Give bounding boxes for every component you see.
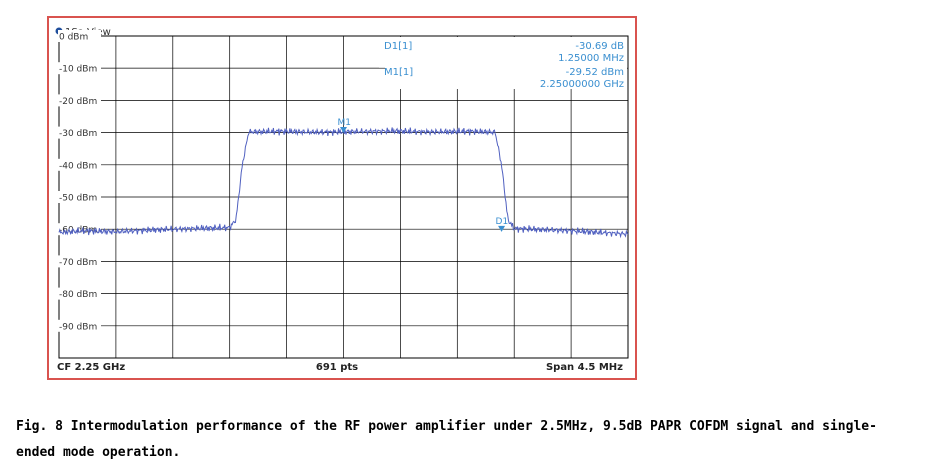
marker-d1-triangle (498, 225, 506, 232)
footer-center-frequency: CF 2.25 GHz (57, 362, 125, 373)
y-tick-label-background (58, 62, 101, 75)
y-tick-label: -20 dBm (59, 97, 97, 107)
analyzer-window: 1Sa View 0 dBm-10 dBm-20 dBm-30 dBm-40 d… (47, 16, 637, 380)
y-tick-label: -10 dBm (59, 65, 97, 75)
y-tick-label: 0 dBm (59, 33, 88, 43)
marker-m1-label: M1 (338, 118, 352, 128)
y-axis-labels: 0 dBm -10 dBm -20 dBm -30 dBm -40 dBm -50 dBm… (58, 30, 101, 332)
marker-table-background (379, 37, 627, 89)
marker-layer: M1 D1 (338, 118, 509, 232)
marker-m1-name: M1[1] (384, 67, 413, 78)
marker-d1-value2: 1.25000 MHz (558, 53, 624, 64)
marker-table: D1[1] -30.69 dB 1.25000 MHz M1[1] -29.52… (384, 41, 624, 90)
y-tick-label: -50 dBm (59, 194, 97, 204)
y-tick-label-background (58, 255, 101, 268)
marker-d1-value1: -30.69 dB (575, 41, 624, 52)
y-tick-label: -40 dBm (59, 161, 97, 171)
y-tick-label: -70 dBm (59, 258, 97, 268)
plot-grid (58, 35, 629, 359)
y-tick-label-background (58, 158, 101, 171)
y-tick-label-background (58, 30, 101, 42)
figure-caption: Fig. 8 Intermodulation performance of th… (16, 419, 877, 460)
marker-d1-name: D1[1] (384, 41, 412, 52)
marker-m1-value2: 2.25000000 GHz (540, 79, 624, 90)
y-tick-label-background (58, 287, 101, 300)
y-tick-label: -80 dBm (59, 290, 97, 300)
y-tick-label: -30 dBm (59, 129, 97, 139)
y-tick-label-background (58, 191, 101, 203)
y-tick-label-background (58, 319, 101, 332)
marker-m1-triangle (340, 127, 347, 134)
y-tick-label: -90 dBm (59, 322, 97, 332)
footer-span: Span 4.5 MHz (546, 362, 623, 373)
footer-points: 691 pts (316, 362, 358, 373)
spectrum-plot: 1Sa View 0 dBm-10 dBm-20 dBm-30 dBm-40 d… (55, 27, 629, 373)
y-tick-label-background (58, 126, 101, 139)
marker-m1-value1: -29.52 dBm (566, 67, 624, 78)
marker-d1-label: D1 (496, 217, 509, 227)
y-tick-label-background (58, 94, 101, 107)
